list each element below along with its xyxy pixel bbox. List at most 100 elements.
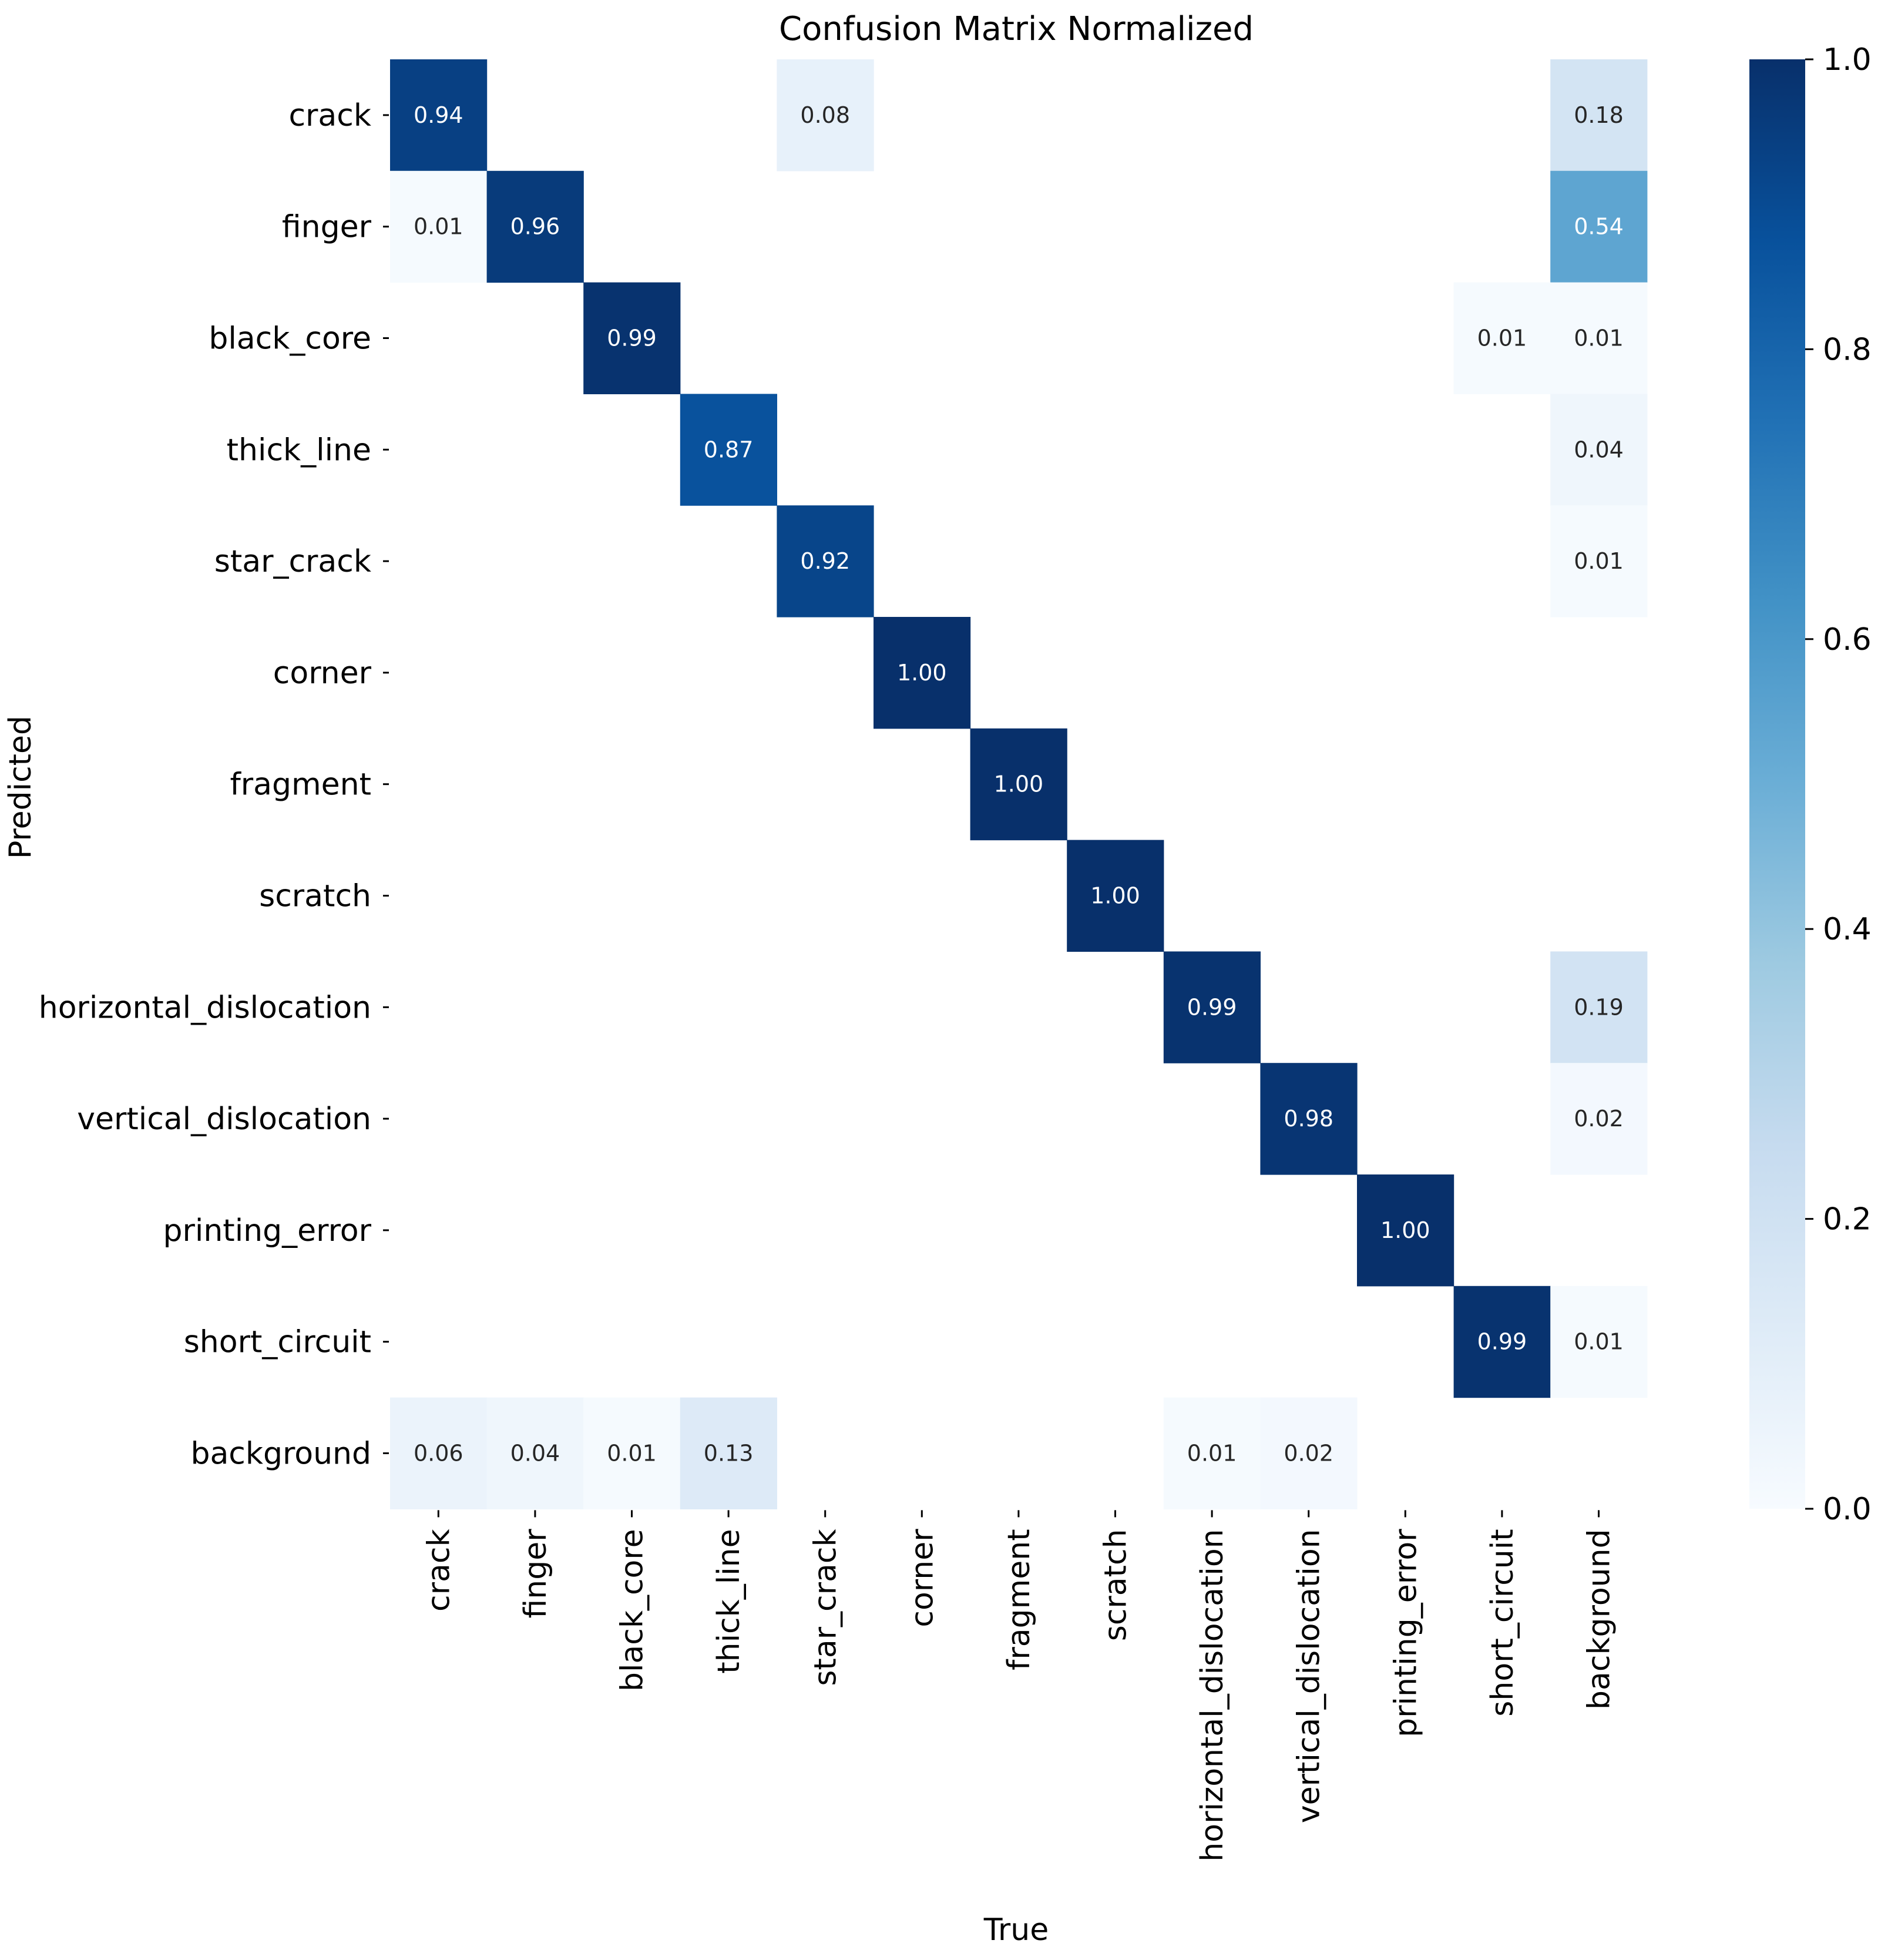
x-axis: crack finger black_core thick_line star_crac… — [421, 1510, 1617, 1862]
heatmap-cell — [1357, 1174, 1454, 1287]
cell-value-label: 0.04 — [510, 1441, 560, 1466]
y-axis-label: Predicted — [3, 716, 38, 859]
y-tick-label: background — [190, 1437, 371, 1472]
x-tick-label: short_circuit — [1485, 1529, 1520, 1716]
cell-value-label: 0.98 — [1284, 1106, 1333, 1132]
cell-value-label: 0.99 — [1477, 1329, 1527, 1355]
heatmap-cell — [874, 617, 971, 729]
y-tick-label: black_core — [209, 321, 371, 357]
x-axis-label: True — [983, 1912, 1049, 1948]
heatmap-cell — [970, 728, 1067, 841]
y-tick-label: vertical_dislocation — [77, 1102, 371, 1137]
heatmap-cell — [583, 1397, 681, 1509]
y-tick-label: short_circuit — [184, 1325, 371, 1360]
heatmap-cell — [583, 282, 681, 394]
colorbar-tick-label: 1.0 — [1823, 42, 1872, 78]
heatmap-cell — [1260, 1397, 1358, 1509]
heatmap-grid: 0.94 0.08 0.18 0.01 0.96 0.54 0.99 0.01 0.01 0.87… — [390, 59, 1648, 1509]
colorbar-tick-label: 0.0 — [1823, 1492, 1872, 1527]
cell-value-label: 0.01 — [607, 1441, 657, 1466]
colorbar-tick-label: 0.6 — [1823, 622, 1872, 657]
cell-value-label: 0.06 — [414, 1441, 463, 1466]
y-tick-label: star_crack — [214, 544, 371, 579]
x-tick-label: fragment — [1002, 1529, 1037, 1670]
cell-value-label: 0.01 — [1574, 1329, 1624, 1355]
cell-value-label: 0.02 — [1574, 1106, 1624, 1132]
heatmap-cell — [1453, 1286, 1551, 1398]
colorbar: 0.0 0.2 0.4 0.6 0.8 1.0 — [1749, 42, 1872, 1527]
heatmap-cell — [680, 394, 777, 506]
colorbar-tick-label: 0.8 — [1823, 332, 1872, 367]
cell-value-label: 1.00 — [897, 660, 947, 686]
colorbar-ticks: 0.0 0.2 0.4 0.6 0.8 1.0 — [1805, 42, 1872, 1527]
y-tick-label: printing_error — [163, 1213, 372, 1249]
cell-value-label: 0.08 — [800, 102, 850, 128]
x-tick-label: corner — [905, 1529, 940, 1627]
heatmap-cell — [1453, 282, 1551, 394]
heatmap-cell — [486, 170, 584, 283]
cell-value-label: 0.13 — [704, 1441, 754, 1466]
x-tick-label: thick_line — [711, 1529, 747, 1673]
heatmap-cell — [1550, 59, 1648, 172]
y-axis: crack finger black_core thick_line star_crac… — [39, 98, 389, 1472]
heatmap-cell — [1550, 170, 1648, 283]
cell-value-label: 0.92 — [800, 548, 850, 574]
heatmap-cell — [1067, 840, 1164, 952]
colorbar-gradient — [1749, 59, 1805, 1509]
x-tick-label: star_crack — [808, 1529, 844, 1686]
heatmap-cell — [1163, 1397, 1261, 1509]
heatmap-cell — [680, 1397, 777, 1509]
y-tick-label: corner — [273, 656, 372, 691]
x-tick-label: finger — [518, 1529, 553, 1619]
x-tick-label: background — [1582, 1529, 1617, 1710]
cell-value-label: 0.96 — [510, 214, 560, 240]
heatmap-cell — [390, 59, 488, 172]
heatmap-cell — [777, 505, 874, 617]
cell-value-label: 0.99 — [607, 325, 657, 351]
cell-value-label: 0.54 — [1574, 214, 1624, 240]
colorbar-tick-label: 0.4 — [1823, 912, 1872, 947]
heatmap-cell — [1550, 951, 1648, 1063]
y-tick-label: finger — [282, 210, 372, 245]
heatmap-cell — [1260, 1063, 1358, 1175]
cell-value-label: 0.04 — [1574, 437, 1624, 462]
cell-value-label: 0.01 — [1574, 325, 1624, 351]
y-tick-label: scratch — [259, 879, 371, 914]
y-tick-label: fragment — [230, 767, 371, 803]
cell-value-label: 0.02 — [1284, 1441, 1333, 1466]
y-tick-label: thick_line — [227, 432, 371, 468]
cell-value-label: 0.01 — [1574, 548, 1624, 574]
x-tick-label: horizontal_dislocation — [1195, 1529, 1230, 1861]
cell-value-label: 0.87 — [704, 437, 754, 462]
cell-value-label: 1.00 — [1380, 1217, 1430, 1243]
y-tick-label: crack — [288, 98, 371, 133]
x-tick-label: scratch — [1099, 1529, 1134, 1641]
x-tick-label: black_core — [615, 1529, 650, 1691]
cell-value-label: 0.99 — [1187, 994, 1237, 1020]
cell-value-label: 0.94 — [414, 102, 463, 128]
x-tick-label: printing_error — [1388, 1529, 1423, 1737]
x-tick-label: crack — [421, 1529, 456, 1612]
cell-value-label: 1.00 — [994, 771, 1044, 797]
heatmap-cell — [390, 1397, 488, 1509]
cell-value-label: 0.01 — [1477, 325, 1527, 351]
x-tick-label: vertical_dislocation — [1292, 1529, 1327, 1823]
heatmap-cell — [777, 59, 874, 172]
cell-value-label: 0.01 — [414, 214, 463, 240]
heatmap-cell — [1550, 394, 1648, 506]
y-tick-label: horizontal_dislocation — [39, 990, 371, 1025]
cell-value-label: 0.01 — [1187, 1441, 1237, 1466]
cell-value-label: 0.18 — [1574, 102, 1624, 128]
chart-title: Confusion Matrix Normalized — [779, 10, 1254, 48]
heatmap-cell — [1550, 1063, 1648, 1175]
heatmap-cell — [486, 1397, 584, 1509]
heatmap-cell — [1163, 951, 1261, 1063]
heatmap-cell — [1550, 505, 1648, 617]
cell-value-label: 0.19 — [1574, 994, 1624, 1020]
heatmap-cell — [390, 170, 488, 283]
heatmap-cell — [1550, 1286, 1648, 1398]
heatmap-cell — [1550, 282, 1648, 394]
cell-value-label: 1.00 — [1090, 883, 1140, 909]
colorbar-tick-label: 0.2 — [1823, 1202, 1872, 1237]
